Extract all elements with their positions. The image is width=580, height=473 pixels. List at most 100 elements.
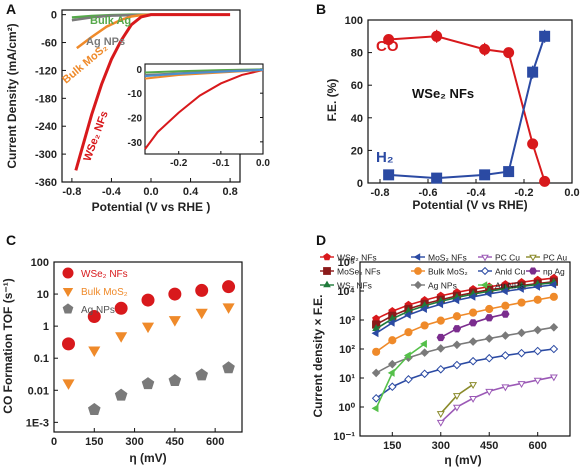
data-point — [539, 175, 551, 187]
legend-marker — [413, 280, 423, 290]
data-point — [484, 334, 494, 343]
data-point — [533, 377, 542, 385]
y-tick-label: -240 — [35, 121, 57, 133]
inset-y-tick-label: 0 — [136, 65, 142, 76]
legend-label: MoS₂ NFs — [428, 253, 467, 263]
x-tick-label: 0 — [51, 436, 57, 448]
data-point — [533, 346, 542, 356]
x-axis-label: η (mV) — [444, 453, 481, 467]
legend: WSe₂ NFs MoS₂ NFs PC Cu MoSe₂ NFs Bulk MoS₂ A… — [320, 253, 567, 291]
x-tick-label: -0.2 — [515, 187, 534, 199]
y-tick-label: 0.01 — [28, 385, 49, 397]
legend-marker — [413, 253, 421, 261]
data-point — [501, 384, 510, 392]
annotation: WSe₂ NFs — [412, 86, 474, 101]
data-point — [503, 47, 515, 59]
legend-label: Ag NPs — [428, 281, 457, 291]
legend-label: WSe₂ NFs — [81, 269, 128, 280]
panel-letter: B — [316, 1, 326, 17]
x-tick-label: 450 — [480, 440, 498, 452]
y-tick-label: 100 — [345, 15, 363, 27]
data-point — [452, 393, 461, 401]
data-point — [516, 284, 524, 293]
y-tick-label: 1 — [43, 321, 49, 333]
legend-marker — [481, 254, 489, 262]
data-point — [485, 304, 494, 314]
data-point — [114, 388, 128, 401]
legend-label: np Ag — [543, 267, 565, 277]
data-point — [452, 360, 462, 370]
data-point — [222, 361, 235, 374]
data-point — [479, 43, 491, 55]
legend-marker — [62, 267, 74, 279]
data-point — [371, 368, 381, 378]
data-point — [452, 340, 462, 350]
inset-series-line — [144, 69, 264, 150]
series-line — [388, 35, 546, 180]
y-tick-label: -360 — [35, 177, 57, 189]
data-point — [468, 337, 478, 346]
data-point — [404, 328, 413, 337]
x-tick-label: 0.0 — [564, 187, 579, 199]
x-tick-label: -0.8 — [371, 187, 390, 199]
data-point — [533, 282, 540, 291]
data-point — [141, 322, 155, 334]
data-point — [436, 316, 445, 325]
data-point — [539, 30, 551, 42]
y-tick-label: 10⁴ — [337, 286, 355, 298]
legend-marker — [529, 267, 537, 275]
y-tick-label: 0 — [51, 10, 57, 22]
data-point — [533, 295, 542, 304]
data-point — [485, 388, 494, 396]
inset-x-tick-label: -0.2 — [170, 158, 188, 169]
y-tick-label: -300 — [35, 149, 57, 161]
x-tick-label: 150 — [383, 440, 401, 452]
series-line — [375, 283, 554, 334]
series-label: CO — [376, 38, 399, 55]
x-tick-label: -0.6 — [419, 187, 438, 199]
panel-letter: D — [316, 232, 326, 248]
panel-letter: A — [6, 1, 16, 17]
legend: WSe₂ NFs Bulk MoS₂ Ag NPs — [62, 267, 128, 316]
data-point — [62, 337, 76, 351]
data-point — [501, 351, 510, 360]
data-point — [420, 321, 429, 330]
legend-label: WS₂ NFs — [337, 281, 372, 291]
series-line — [74, 13, 231, 171]
y-tick-label: 10³ — [339, 315, 355, 327]
x-tick-label: -0.4 — [102, 186, 122, 198]
legend-marker — [62, 288, 74, 298]
x-tick-label: 300 — [432, 440, 450, 452]
data-point — [87, 309, 101, 323]
x-axis-label: η (mV) — [129, 451, 166, 465]
data-point — [388, 382, 397, 392]
y-tick-label: 0 — [357, 178, 363, 190]
x-tick-label: 0.8 — [222, 186, 237, 198]
legend-label: PC Cu — [495, 253, 520, 263]
legend-marker — [480, 281, 488, 289]
data-point — [371, 404, 379, 413]
data-point — [436, 411, 445, 419]
data-point — [114, 301, 128, 315]
y-axis-label: Current density × F.E. — [311, 294, 325, 417]
series-line — [388, 35, 546, 182]
y-tick-label: 40 — [351, 113, 363, 125]
data-point — [549, 292, 558, 301]
y-tick-label: 0.1 — [34, 353, 49, 365]
x-axis-label: Potential (V vs RHE) — [412, 198, 527, 212]
x-tick-label: 600 — [529, 440, 547, 452]
x-tick-label: 450 — [166, 436, 184, 448]
data-point — [372, 324, 381, 332]
legend-marker — [414, 267, 422, 275]
y-tick-label: 80 — [351, 48, 363, 60]
x-axis-label: Potential (V vs RHE ) — [92, 200, 211, 214]
y-tick-label: 10 — [37, 289, 49, 301]
data-point — [115, 332, 128, 343]
data-point — [517, 328, 526, 338]
x-tick-label: 0.0 — [143, 186, 158, 198]
data-point — [195, 368, 209, 381]
y-axis-label: CO Formation TOF (s⁻¹) — [1, 278, 15, 413]
data-point — [372, 347, 381, 356]
legend-label: Au NPs — [495, 281, 524, 291]
panel-b: -0.8 -0.6 -0.4 -0.2 0.0 0 20 40 60 80 100 CO H₂ WSe₂ … — [325, 15, 580, 212]
